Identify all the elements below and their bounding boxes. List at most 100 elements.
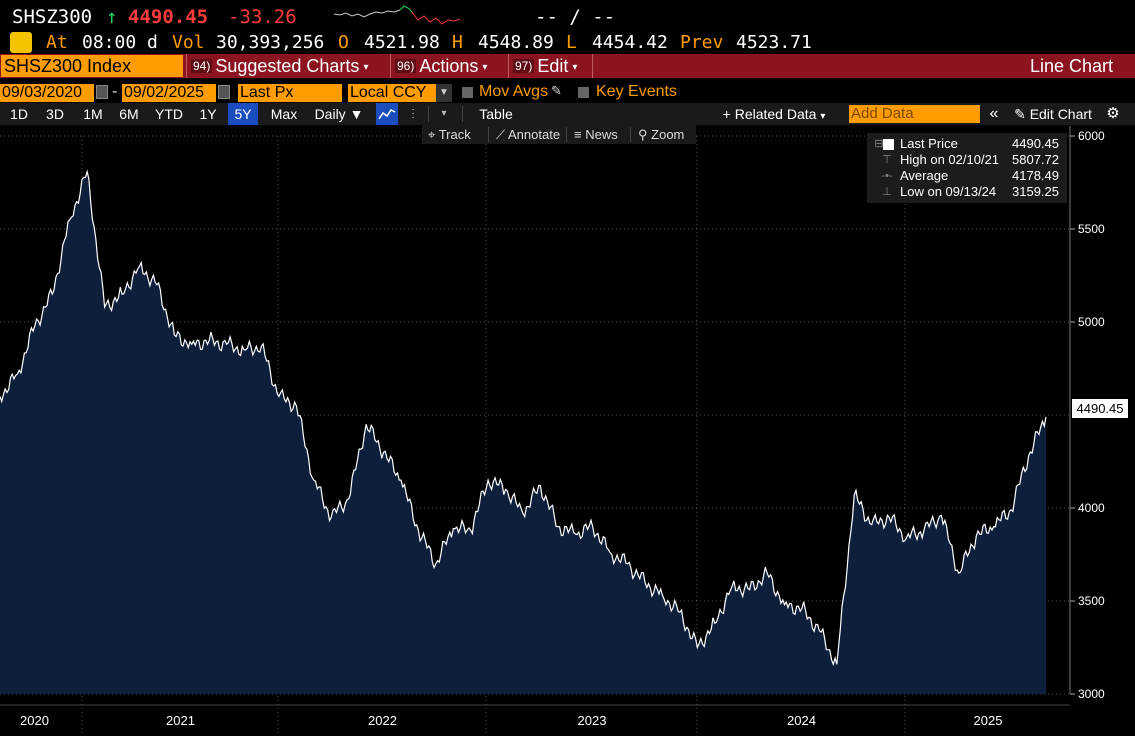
last-price: 4490.45 [128,6,209,28]
divider [462,106,463,122]
range-5y-button[interactable]: 5Y [228,103,258,125]
add-data-input[interactable]: Add Data [849,105,980,123]
track-button[interactable]: ⌖ Track [428,125,471,144]
security-input[interactable]: SHSZ300 Index [1,55,183,77]
divider [630,127,631,142]
table-button[interactable]: Table [479,106,513,122]
key-events-checkbox[interactable] [578,87,589,98]
quote-stats-row: At 08:00 d Vol 30,393,256 O 4521.98 H 45… [0,31,1135,55]
chart-legend[interactable]: ⊟ Last Price 4490.45 ⊤ High on 02/10/21 … [867,133,1067,203]
suggested-charts-menu[interactable]: 94) Suggested Charts ▾ [186,54,368,78]
range-1d-button[interactable]: 1D [10,106,28,122]
caret-down-icon: ▾ [572,62,578,73]
field-select[interactable]: Last Px [238,84,342,102]
x-tick-label: 2024 [787,713,816,728]
news-button[interactable]: ≡ News [574,125,618,144]
x-tick-label: 2022 [368,713,397,728]
range-6m-button[interactable]: 6M [119,106,139,122]
divider [566,127,567,142]
clock-icon[interactable] [10,32,32,53]
annotate-button[interactable]: ⟋ Annotate [496,125,560,144]
start-date-input[interactable]: 09/03/2020 [0,84,94,102]
candle-chart-icon[interactable]: ⫶ [411,106,415,122]
intraday-sparkline-icon [334,5,461,25]
range-ytd-button[interactable]: YTD [155,106,183,122]
low-marker-icon: ⊥ [882,186,892,198]
currency-select[interactable]: Local CCY [348,84,436,102]
end-date-input[interactable]: 09/02/2025 [122,84,216,102]
magnifier-icon: ⚲ [638,127,648,142]
range-bar: 1D 3D 1M 6M YTD 1Y 5Y Max Daily ▼ ⫶ ▾ Ta… [0,103,1135,125]
series-line [0,169,1047,667]
range-1y-button[interactable]: 1Y [199,106,217,122]
last-price-tag: 4490.45 [1072,399,1128,418]
quote-header: SHSZ300 ↑ 4490.45 -33.26 -- / -- [0,0,1135,34]
menu-label: Edit [537,56,569,76]
y-tick-label: 5000 [1078,315,1105,329]
menu-bar: SHSZ300 Index 94) Suggested Charts ▾ 96) Ac… [0,54,1135,78]
chevron-down-icon[interactable]: ▾ [441,108,447,119]
frequency-select[interactable]: Daily ▼ [314,106,364,122]
chevron-down-icon[interactable]: ▼ [436,84,452,102]
open-label: O [338,32,349,53]
legend-value: 4178.49 [1012,168,1059,183]
up-arrow-icon: ↑ [106,6,118,28]
volume-value: 30,393,256 [216,32,325,53]
annotate-label: Annotate [508,127,561,142]
pencil-icon[interactable]: ✎ [551,83,562,98]
news-label: News [585,127,618,142]
sparkline-placeholder: -- / -- [535,6,616,28]
key-events-label[interactable]: Key Events [596,83,677,100]
ticker-symbol[interactable]: SHSZ300 [12,6,93,28]
date-separator: - [112,83,118,100]
edit-chart-label: Edit Chart [1029,106,1092,122]
x-tick-label: 2023 [578,713,607,728]
chart-controls: 09/03/2020 - 09/02/2025 Last Px Local CC… [0,82,1135,104]
legend-high: ⊤ High on 02/10/21 5807.72 [867,152,1067,168]
menu-number: 94) [191,59,213,73]
zoom-button[interactable]: ⚲ Zoom [638,125,684,144]
legend-value: 5807.72 [1012,152,1059,167]
range-1m-button[interactable]: 1M [83,106,103,122]
pencil-icon: ✎ [1014,106,1026,122]
calendar-icon[interactable] [96,85,108,99]
gear-icon[interactable]: ⚙ [1106,105,1120,122]
y-tick-label: 3500 [1078,594,1105,608]
line-chart-icon[interactable] [376,103,398,125]
menu-label: Suggested Charts [215,56,360,76]
annotate-icon: ⟋ [496,127,506,142]
news-icon: ≡ [574,127,582,142]
collapse-icon[interactable]: « [989,105,999,122]
range-3d-button[interactable]: 3D [46,106,64,122]
caret-down-icon: ▾ [363,62,369,73]
high-value: 4548.89 [478,32,554,53]
actions-menu[interactable]: 96) Actions ▾ [390,54,487,78]
track-label: Track [438,127,471,142]
chart-type-label[interactable]: Line Chart [1029,56,1113,76]
bracket-icon: ⊟ [874,138,884,150]
y-tick-label: 3000 [1078,687,1105,701]
edit-chart-button[interactable]: ✎ Edit Chart [1008,103,1098,125]
y-tick-label: 6000 [1078,129,1105,143]
high-label: H [452,32,463,53]
related-data-button[interactable]: + Related Data ▾ [712,103,836,125]
menu-number: 97) [513,59,535,73]
legend-label: Average [900,168,949,183]
legend-label: High on 02/10/21 [900,152,1000,167]
caret-down-icon: ▾ [482,62,488,73]
legend-swatch [883,139,894,150]
legend-value: 3159.25 [1012,184,1059,199]
low-value: 4454.42 [592,32,668,53]
x-tick-label: 2020 [20,713,49,728]
calendar-icon[interactable] [218,85,230,99]
time-label: At [46,32,68,53]
range-max-button[interactable]: Max [270,106,298,122]
prev-label: Prev [680,32,724,53]
y-tick-label: 4000 [1078,501,1105,515]
legend-average: -•- Average 4178.49 [867,168,1067,184]
menu-label: Actions [419,56,479,76]
mov-avgs-checkbox[interactable] [462,87,473,98]
mov-avgs-label[interactable]: Mov Avgs [479,83,549,100]
edit-menu[interactable]: 97) Edit ▾ [508,54,577,78]
